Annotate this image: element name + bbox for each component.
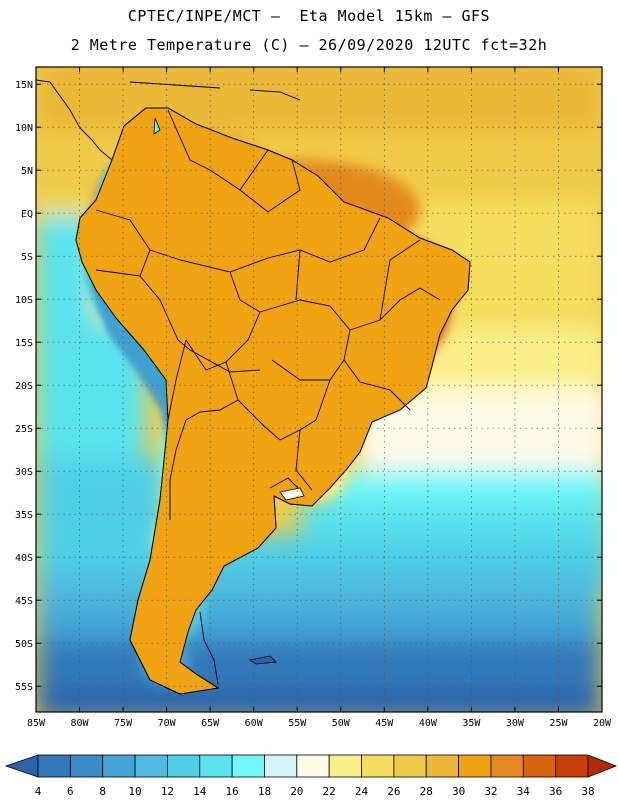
colorbar-label: 38: [581, 785, 594, 798]
lat-label: 15S: [15, 338, 33, 349]
colorbar-label: 12: [161, 785, 174, 798]
colorbar-label: 22: [323, 785, 336, 798]
colorbar-label: 4: [35, 785, 42, 798]
lon-label: 50W: [332, 718, 351, 729]
colorbar-label: 30: [452, 785, 465, 798]
lat-label: 30S: [15, 467, 33, 478]
colorbar-label: 10: [128, 785, 141, 798]
longitude-labels: 85W 80W 75W 70W 65W 60W 55W 50W 45W 40W 35W 30W 25W 2…: [27, 718, 612, 729]
colorbar-swatch: [231, 754, 265, 778]
colorbar-label: 26: [387, 785, 400, 798]
lon-label: 20W: [593, 718, 612, 729]
colorbar-swatch: [37, 754, 71, 778]
lon-label: 25W: [549, 718, 568, 729]
lat-label: 45S: [15, 596, 33, 607]
lon-label: 65W: [201, 718, 220, 729]
colorbar-swatch: [425, 754, 459, 778]
colorbar-swatch: [361, 754, 395, 778]
axis-ticks: [35, 67, 603, 712]
lat-label: EQ: [21, 209, 33, 220]
lat-label: 5N: [21, 166, 33, 177]
colorbar-swatch: [522, 754, 557, 778]
lat-label: 50S: [15, 639, 33, 650]
central-america-coast: [36, 79, 301, 161]
lat-label: 10N: [15, 123, 33, 134]
colorbar-swatch: [328, 754, 362, 778]
islands-and-lakes: [153, 117, 305, 665]
colorbar-swatch: [167, 754, 201, 778]
colorbar-swatch: [296, 754, 330, 778]
lon-label: 55W: [288, 718, 307, 729]
lat-label: 15N: [15, 80, 33, 91]
lon-label: 75W: [114, 718, 133, 729]
colorbar-swatch: [69, 754, 104, 778]
colorbar-swatch: [134, 754, 168, 778]
colorbar-min-arrow: [4, 754, 39, 778]
lat-lon-grid: [36, 67, 602, 712]
lon-label: 70W: [158, 718, 177, 729]
temperature-field: [36, 67, 602, 712]
lon-label: 80W: [71, 718, 90, 729]
country-borders: [95, 109, 441, 685]
lon-label: 35W: [462, 718, 481, 729]
colorbar-label: 24: [355, 785, 369, 798]
lat-label: 5S: [21, 252, 33, 263]
map-frame: [35, 66, 603, 713]
colorbar-label: 14: [193, 785, 207, 798]
lon-label: 60W: [245, 718, 264, 729]
lon-label: 30W: [506, 718, 525, 729]
colorbar-swatch: [490, 754, 524, 778]
lat-label: 10S: [15, 295, 33, 306]
latitude-labels: 15N 10N 5N EQ 5S 10S 15S 20S 25S 30S 35S 40S 45S 50S 5…: [15, 80, 33, 693]
map-subtitle: 2 Metre Temperature (C) – 26/09/2020 12U…: [70, 36, 548, 54]
temperature-colorbar: [4, 754, 618, 778]
colorbar-label: 32: [484, 785, 497, 798]
colorbar-swatch: [264, 754, 298, 778]
colorbar-swatch: [199, 754, 233, 778]
colorbar-label: 6: [67, 785, 74, 798]
colorbar-max-arrow: [587, 754, 618, 778]
colorbar-label: 28: [420, 785, 433, 798]
andes-peak-band: [92, 160, 182, 630]
lat-label: 20S: [15, 381, 33, 392]
colorbar-label: 16: [225, 785, 238, 798]
lon-label: 85W: [27, 718, 46, 729]
lat-label: 55S: [15, 682, 33, 693]
colorbar-label: 36: [549, 785, 562, 798]
colorbar-label: 34: [517, 785, 531, 798]
colorbar-swatch: [458, 754, 492, 778]
lat-label: 35S: [15, 510, 33, 521]
lon-label: 45W: [375, 718, 394, 729]
colorbar-label: 18: [258, 785, 271, 798]
colorbar-labels: 4 6 8 10 12 14 16 18 20 22 24 26 28 30 32 34 36 38: [35, 785, 595, 798]
lat-label: 40S: [15, 553, 33, 564]
map-title: CPTEC/INPE/MCT – Eta Model 15km – GFS: [127, 7, 491, 25]
colorbar-label: 20: [290, 785, 303, 798]
lon-label: 40W: [419, 718, 438, 729]
colorbar-swatch: [393, 754, 427, 778]
colorbar-swatch: [555, 754, 589, 778]
colorbar-label: 8: [99, 785, 106, 798]
lat-label: 25S: [15, 424, 33, 435]
colorbar-swatch: [102, 754, 136, 778]
